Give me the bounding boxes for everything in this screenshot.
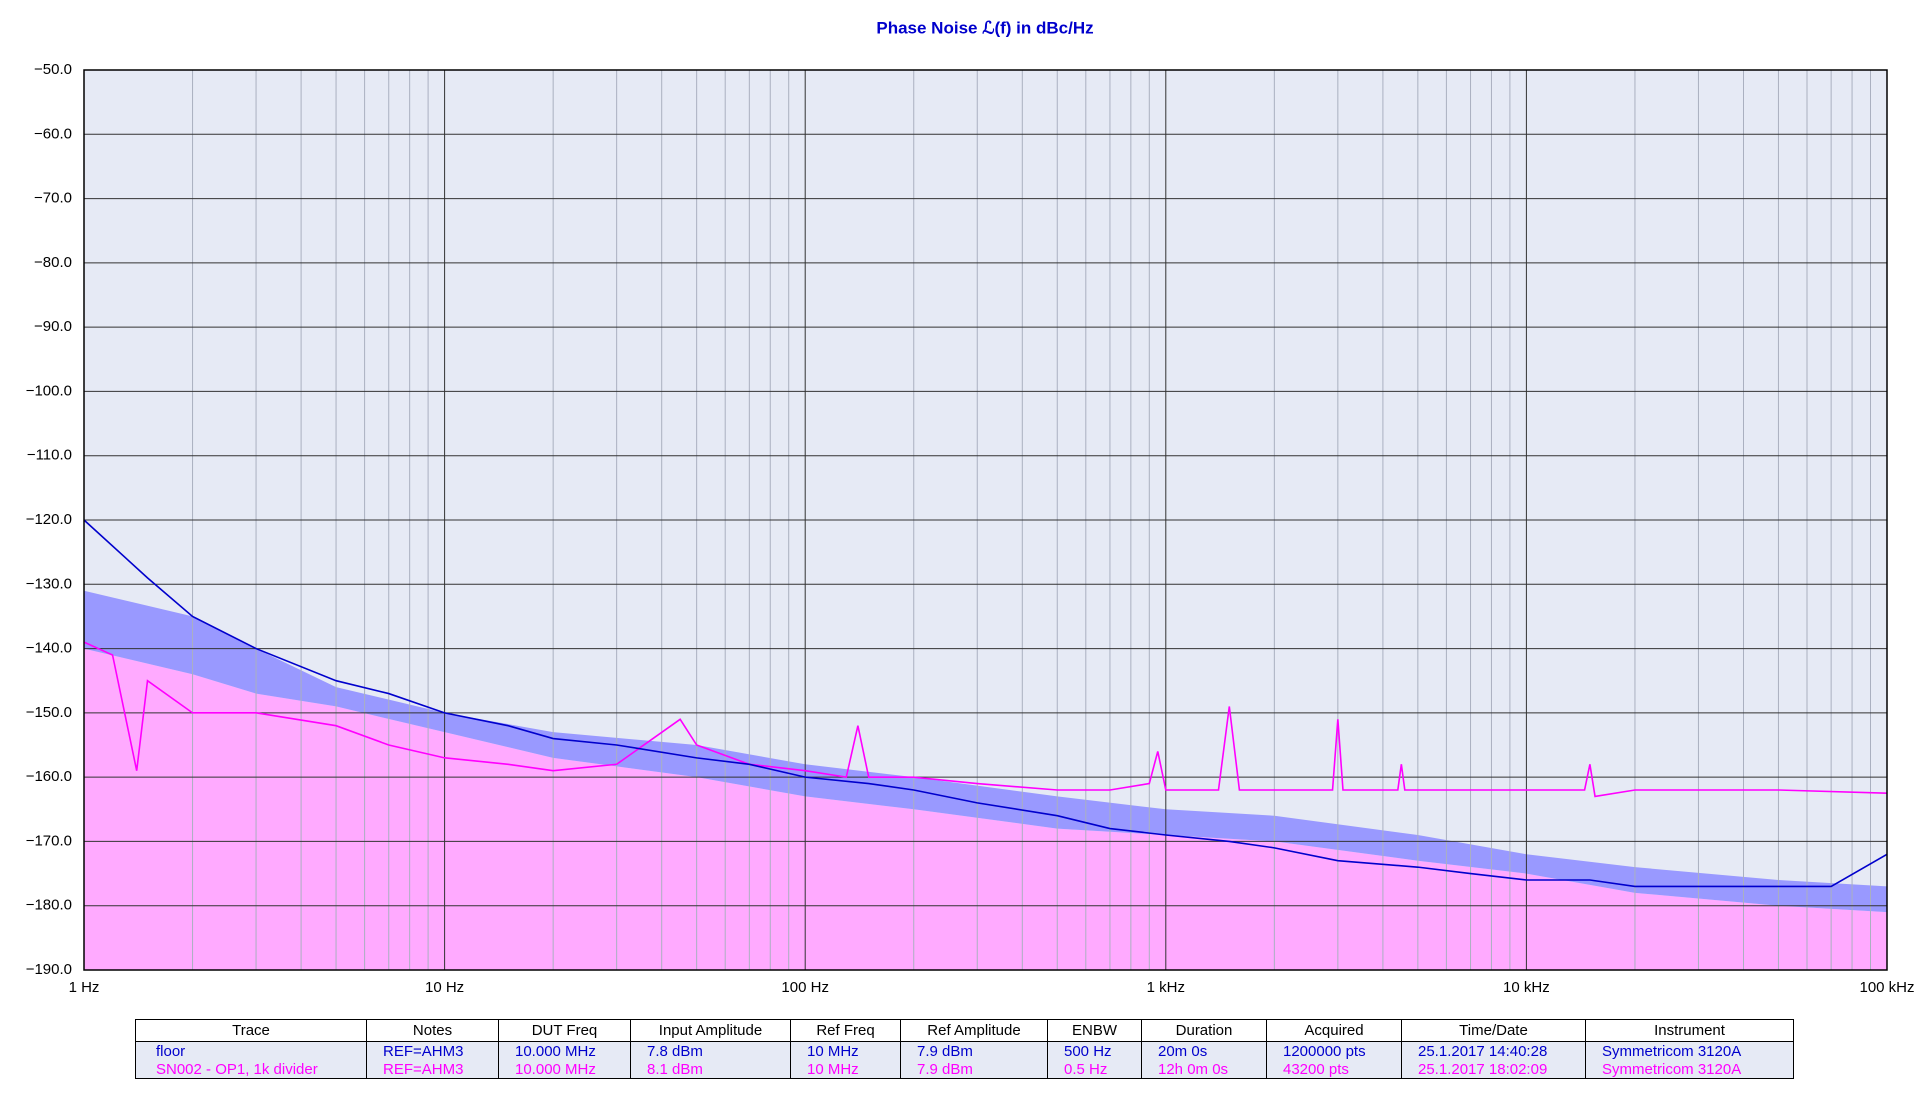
table-header-cell: Duration (1141, 1019, 1267, 1042)
table-cell: Symmetricom 3120A (1585, 1060, 1794, 1079)
y-tick-label: −70.0 (34, 190, 72, 207)
y-tick-label: −80.0 (34, 254, 72, 271)
y-tick-label: −140.0 (26, 640, 72, 657)
x-tick-label: 10 kHz (1503, 979, 1550, 996)
info-table: Trace Notes DUT Freq Input Amplitude Ref Fre… (135, 1019, 1794, 1079)
table-header: Trace Notes DUT Freq Input Amplitude Ref Fre… (135, 1019, 1794, 1042)
table-row: SN002 - OP1, 1k divider REF=AHM3 10.000 MH… (135, 1060, 1794, 1079)
plot-content (84, 590, 1887, 970)
y-tick-label: −50.0 (34, 61, 72, 78)
chart-title: Phase Noise ℒ(f) in dBc/Hz (876, 18, 1093, 37)
y-tick-label: −170.0 (26, 832, 72, 849)
table-header-cell: Trace (135, 1019, 367, 1042)
table-header-cell: Notes (366, 1019, 499, 1042)
table-body: floor REF=AHM3 10.000 MHz 7.8 dBm 10 MHz 7.9 … (135, 1041, 1794, 1079)
table-header-cell: Time/Date (1401, 1019, 1586, 1042)
table-header-cell: DUT Freq (498, 1019, 631, 1042)
table-cell: 1200000 pts (1266, 1041, 1402, 1060)
y-tick-label: −100.0 (26, 382, 72, 399)
table-cell: 20m 0s (1141, 1041, 1267, 1060)
y-tick-label: −160.0 (26, 768, 72, 785)
table-cell: 10.000 MHz (498, 1041, 631, 1060)
trace (84, 519, 1887, 888)
table-cell: 43200 pts (1266, 1060, 1402, 1079)
x-tick-label: 1 kHz (1147, 979, 1185, 996)
table-cell: 500 Hz (1047, 1041, 1142, 1060)
y-tick-label: −180.0 (26, 897, 72, 914)
table-cell: SN002 - OP1, 1k divider (135, 1060, 367, 1079)
table-cell: 10.000 MHz (498, 1060, 631, 1079)
table-cell: 7.8 dBm (630, 1041, 791, 1060)
chart: Phase Noise ℒ(f) in dBc/Hz −50.0 −60.0 −70… (26, 18, 1915, 996)
table-header-cell: Input Amplitude (630, 1019, 791, 1042)
table-cell: 8.1 dBm (630, 1060, 791, 1079)
band (84, 590, 1887, 913)
table-cell: 25.1.2017 14:40:28 (1401, 1041, 1586, 1060)
table-cell: Symmetricom 3120A (1585, 1041, 1794, 1060)
series-layer (84, 519, 1887, 888)
y-tick-label: −110.0 (27, 447, 72, 464)
table-header-cell: Ref Freq (790, 1019, 901, 1042)
table-cell: 7.9 dBm (900, 1041, 1048, 1060)
x-tick-label: 10 Hz (425, 979, 464, 996)
y-tick-label: −60.0 (34, 125, 72, 142)
table-header-cell: Ref Amplitude (900, 1019, 1048, 1042)
y-tick-label: −150.0 (26, 704, 72, 721)
x-tick-label: 100 Hz (781, 979, 829, 996)
table-cell: 10 MHz (790, 1060, 901, 1079)
table-cell: 12h 0m 0s (1141, 1060, 1267, 1079)
table-cell: 10 MHz (790, 1041, 901, 1060)
table-cell: REF=AHM3 (366, 1041, 499, 1060)
table-cell: REF=AHM3 (366, 1060, 499, 1079)
y-tick-label: −130.0 (26, 575, 72, 592)
table-header-cell: ENBW (1047, 1019, 1142, 1042)
table-cell: 7.9 dBm (900, 1060, 1048, 1079)
table-header-cell: Acquired (1266, 1019, 1402, 1042)
table-header-cell: Instrument (1585, 1019, 1794, 1042)
table-row: floor REF=AHM3 10.000 MHz 7.8 dBm 10 MHz 7.9 … (135, 1041, 1794, 1060)
trace (84, 641, 1887, 798)
plot-border (83, 69, 1888, 971)
band (84, 648, 1887, 970)
y-tick-label: −90.0 (34, 318, 72, 335)
y-tick-label: −190.0 (26, 961, 72, 978)
table-cell: floor (135, 1041, 367, 1060)
table-cell: 25.1.2017 18:02:09 (1401, 1060, 1586, 1079)
y-tick-label: −120.0 (26, 511, 72, 528)
table-cell: 0.5 Hz (1047, 1060, 1142, 1079)
x-tick-label: 1 Hz (69, 979, 100, 996)
x-tick-label: 100 kHz (1859, 979, 1914, 996)
